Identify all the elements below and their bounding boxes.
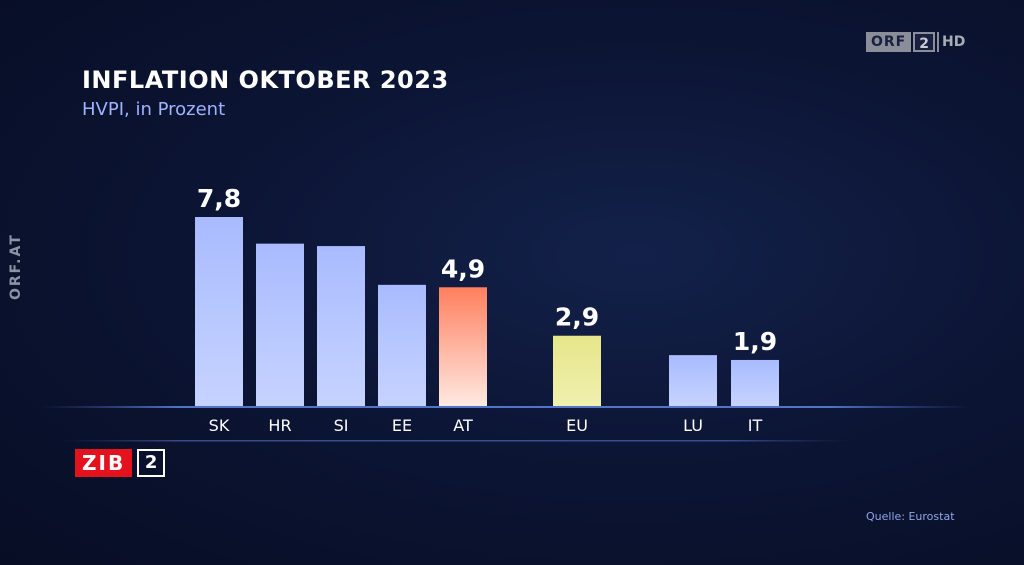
zib-logo-text: ZIB xyxy=(75,449,133,477)
tick-label-it: IT xyxy=(748,416,763,435)
data-label-at: 4,9 xyxy=(441,254,485,283)
tick-label-hr: HR xyxy=(268,416,291,435)
zib-logo-number: 2 xyxy=(137,449,166,477)
chart-baseline xyxy=(40,406,970,408)
tick-label-sk: SK xyxy=(209,416,230,435)
bar-si xyxy=(317,246,365,406)
hd-badge: HD xyxy=(937,32,968,52)
bar-lu xyxy=(669,355,717,406)
tick-label-lu: LU xyxy=(683,416,703,435)
tick-label-at: AT xyxy=(453,416,473,435)
tick-label-eu: EU xyxy=(566,416,588,435)
zib2-logo: ZIB 2 xyxy=(75,449,166,477)
chart-lower-rule xyxy=(60,440,850,442)
bar-eu xyxy=(553,335,601,406)
bar-sk xyxy=(195,217,243,406)
orf2-hd-logo: ORF 2 HD xyxy=(866,32,968,52)
bar-at xyxy=(439,287,487,406)
data-label-eu: 2,9 xyxy=(555,303,599,332)
orf-logo-text: ORF xyxy=(866,32,912,52)
tick-label-ee: EE xyxy=(392,416,412,435)
chart-subtitle: HVPI, in Prozent xyxy=(82,99,226,120)
tick-label-si: SI xyxy=(334,416,349,435)
data-label-it: 1,9 xyxy=(733,327,777,356)
bar-ee xyxy=(378,284,426,406)
channel-number: 2 xyxy=(913,32,935,52)
source-note: Quelle: Eurostat xyxy=(866,510,955,523)
chart-title: INFLATION OKTOBER 2023 xyxy=(82,66,449,94)
bar-it xyxy=(731,359,779,406)
bar-hr xyxy=(256,243,304,406)
data-label-sk: 7,8 xyxy=(197,184,241,213)
